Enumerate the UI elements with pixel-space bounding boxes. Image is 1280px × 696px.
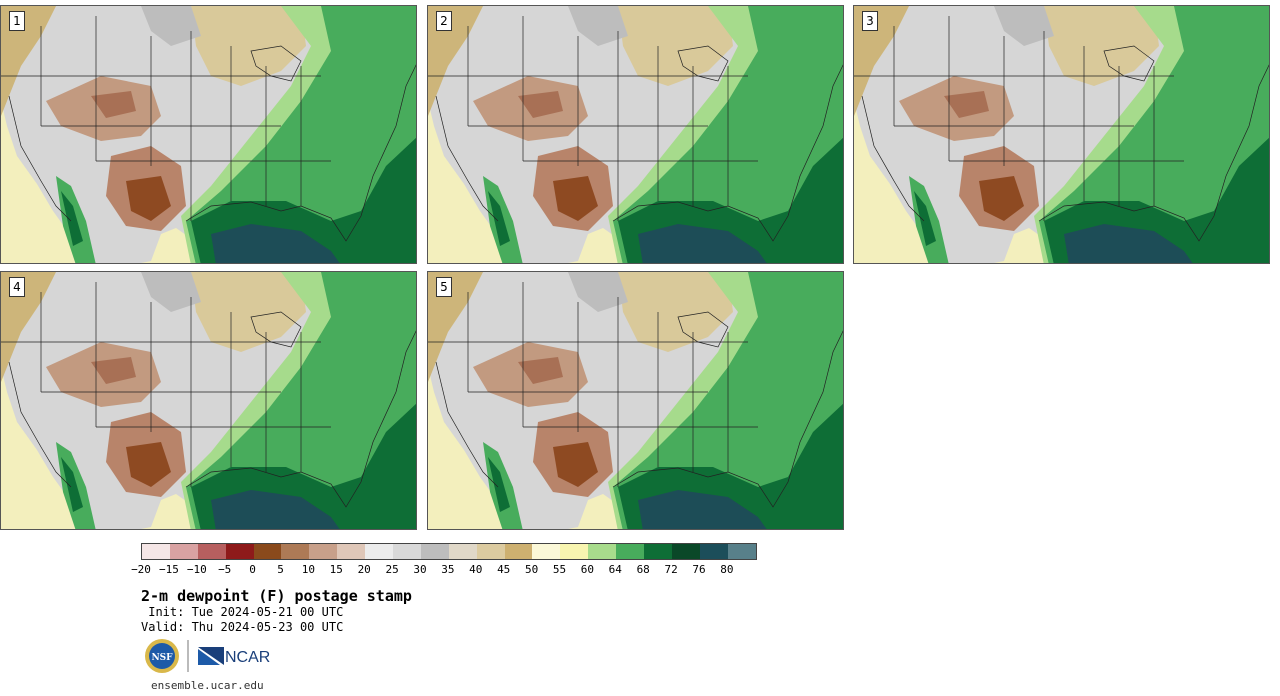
colorbar-tick-label: 60 bbox=[580, 563, 595, 576]
colorbar-tick-label: 10 bbox=[301, 563, 316, 576]
website-link[interactable]: ensemble.ucar.edu bbox=[151, 679, 264, 692]
colorbar-segment bbox=[253, 544, 282, 559]
colorbar-tick-label: 55 bbox=[552, 563, 567, 576]
colorbar-segment bbox=[727, 544, 756, 559]
colorbar-segment bbox=[281, 544, 310, 559]
colorbar-tick-label: 64 bbox=[608, 563, 622, 576]
colorbar-tick-label: 45 bbox=[497, 563, 511, 576]
colorbar-segment bbox=[699, 544, 728, 559]
colorbar-tick-label: 40 bbox=[469, 563, 483, 576]
panel-number: 2 bbox=[436, 11, 452, 31]
dewpoint-map bbox=[854, 6, 1269, 263]
colorbar-segment bbox=[532, 544, 561, 559]
colorbar-segment bbox=[169, 544, 198, 559]
colorbar-tick-label: 68 bbox=[636, 563, 650, 576]
colorbar-segment bbox=[142, 544, 170, 559]
dewpoint-map bbox=[428, 272, 843, 529]
dewpoint-map bbox=[1, 6, 416, 263]
colorbar-tick-label: 76 bbox=[692, 563, 706, 576]
nsf-logo: NSF bbox=[145, 639, 179, 673]
colorbar-segment bbox=[504, 544, 533, 559]
colorbar-tick-label: 35 bbox=[441, 563, 455, 576]
svg-text:NCAR: NCAR bbox=[225, 649, 270, 666]
map-panel-5: 5 bbox=[427, 271, 844, 530]
dewpoint-map bbox=[1, 272, 416, 529]
colorbar-segment bbox=[197, 544, 226, 559]
map-panel-3: 3 bbox=[853, 5, 1270, 264]
colorbar-segment bbox=[393, 544, 421, 559]
colorbar-segment bbox=[365, 544, 394, 559]
panel-number: 5 bbox=[436, 277, 452, 297]
map-panel-2: 2 bbox=[427, 5, 844, 264]
colorbar-tick-label: 25 bbox=[385, 563, 399, 576]
colorbar-tick-label: 30 bbox=[413, 563, 427, 576]
colorbar-segment bbox=[225, 544, 254, 559]
panel-number: 4 bbox=[9, 277, 25, 297]
colorbar-tick-label: 72 bbox=[664, 563, 678, 576]
panel-number: 3 bbox=[862, 11, 878, 31]
colorbar-segment bbox=[560, 544, 589, 559]
colorbar-tick-label: −5 bbox=[218, 563, 232, 576]
colorbar-segment bbox=[448, 544, 477, 559]
map-panel-1: 1 bbox=[0, 5, 417, 264]
logos: NSF NCAR bbox=[145, 639, 270, 673]
ncar-logo: NCAR bbox=[198, 647, 270, 666]
colorbar-segment bbox=[337, 544, 366, 559]
colorbar-tick-label: 5 bbox=[277, 563, 284, 576]
colorbar-segment bbox=[476, 544, 505, 559]
panel-number: 1 bbox=[9, 11, 25, 31]
colorbar-tick-label: −10 bbox=[186, 563, 207, 576]
svg-text:NSF: NSF bbox=[151, 653, 173, 663]
colorbar-tick-label: −15 bbox=[158, 563, 179, 576]
colorbar-segment bbox=[671, 544, 700, 559]
colorbar-tick-label: −20 bbox=[131, 563, 151, 576]
colorbar-ticks: −20 −15 −10 −5 0 5 10 15 20 25 30 35 40 45 50 55 60 64 68 7… bbox=[131, 563, 757, 577]
init-time: Init: Tue 2024-05-21 00 UTC bbox=[141, 605, 344, 619]
colorbar-tick-label: 20 bbox=[357, 563, 371, 576]
colorbar-segment bbox=[616, 544, 645, 559]
map-panel-4: 4 bbox=[0, 271, 417, 530]
valid-time: Valid: Thu 2024-05-23 00 UTC bbox=[141, 620, 344, 634]
colorbar-tick-label: 0 bbox=[249, 563, 256, 576]
dewpoint-map bbox=[428, 6, 843, 263]
colorbar-tick-label: 15 bbox=[329, 563, 343, 576]
colorbar-tick-label: 50 bbox=[524, 563, 539, 576]
colorbar-segment bbox=[420, 544, 449, 559]
colorbar bbox=[141, 543, 757, 560]
colorbar-segment bbox=[588, 544, 617, 559]
colorbar-segment bbox=[644, 544, 672, 559]
colorbar-tick-label: 80 bbox=[720, 563, 734, 576]
colorbar-segment bbox=[309, 544, 338, 559]
page-title: 2-m dewpoint (F) postage stamp bbox=[141, 587, 412, 605]
